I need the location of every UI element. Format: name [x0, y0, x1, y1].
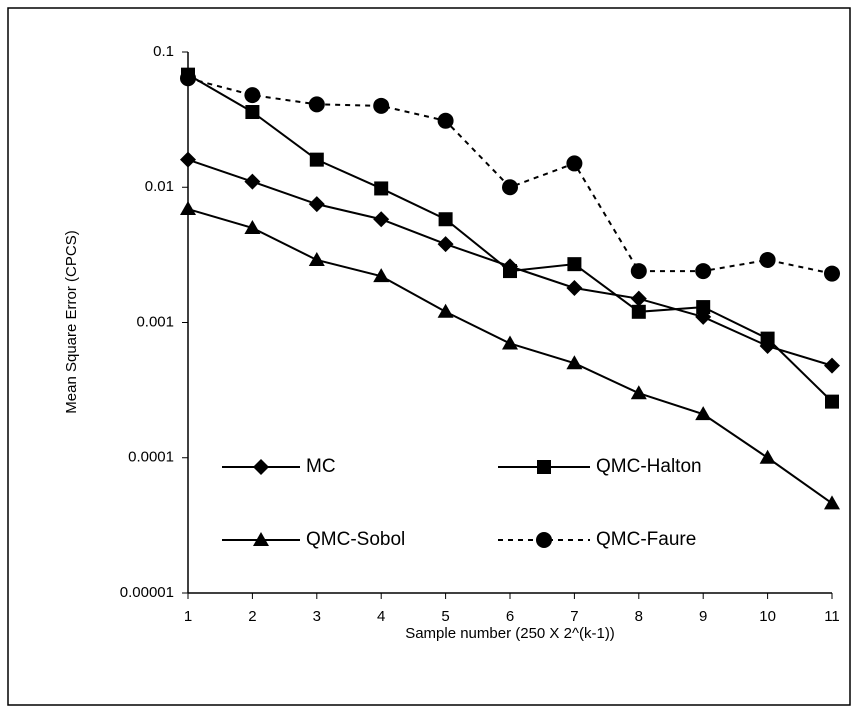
marker [566, 279, 583, 296]
y-axis-title: Mean Square Error (CPCS) [63, 230, 80, 413]
x-tick-label: 7 [570, 608, 578, 625]
marker [309, 152, 324, 167]
y-tick-label: 0.01 [145, 178, 174, 195]
marker [180, 151, 196, 168]
x-axis-title: Sample number (250 X 2^(k-1)) [405, 625, 615, 642]
y-tick-label: 0.0001 [128, 449, 174, 466]
marker [825, 394, 839, 409]
x-tick-label: 5 [441, 608, 449, 625]
legend-label: MC [306, 456, 336, 477]
marker [180, 70, 196, 87]
marker [696, 300, 711, 315]
marker [503, 264, 517, 279]
marker [437, 236, 454, 253]
marker [567, 257, 582, 272]
marker [373, 211, 390, 228]
legend-label: QMC-Sobol [306, 529, 405, 550]
marker [760, 331, 775, 346]
marker [374, 181, 389, 196]
series-line [187, 73, 833, 403]
marker [759, 449, 776, 464]
marker [245, 105, 260, 120]
series-line [187, 208, 833, 505]
x-tick-label: 4 [377, 608, 385, 625]
marker [180, 201, 196, 216]
marker [824, 357, 840, 374]
marker [824, 495, 840, 510]
marker [437, 303, 454, 318]
marker [695, 406, 712, 421]
marker [502, 179, 518, 196]
marker [253, 459, 269, 475]
x-tick-label: 6 [506, 608, 514, 625]
marker [631, 304, 646, 319]
y-tick-label: 0.1 [153, 43, 174, 60]
x-tick-label: 2 [248, 608, 256, 625]
marker [695, 263, 712, 280]
marker [244, 173, 261, 190]
marker [244, 219, 261, 234]
marker [759, 251, 776, 268]
y-tick-label: 0.00001 [120, 584, 174, 601]
marker [566, 155, 583, 172]
marker [308, 196, 325, 213]
marker [536, 532, 552, 548]
marker [253, 532, 269, 546]
marker [630, 290, 647, 307]
marker [566, 355, 583, 370]
frame [7, 7, 851, 706]
x-tick-label: 10 [759, 608, 776, 625]
y-tick-label: 0.001 [136, 313, 174, 330]
marker [373, 97, 390, 114]
marker [244, 87, 261, 104]
x-tick-label: 3 [313, 608, 321, 625]
marker [537, 460, 551, 474]
x-tick-label: 8 [635, 608, 643, 625]
legend-label: QMC-Halton [596, 456, 702, 477]
legend-label: QMC-Faure [596, 529, 696, 550]
marker [373, 268, 390, 283]
marker [437, 112, 454, 129]
x-tick-label: 1 [184, 608, 192, 625]
marker [308, 96, 325, 113]
marker [438, 212, 453, 227]
marker [824, 265, 840, 282]
x-tick-label: 9 [699, 608, 707, 625]
marker [630, 263, 647, 280]
marker [502, 335, 518, 350]
marker [630, 385, 647, 400]
x-tick-label: 11 [824, 608, 840, 625]
marker [308, 251, 325, 266]
